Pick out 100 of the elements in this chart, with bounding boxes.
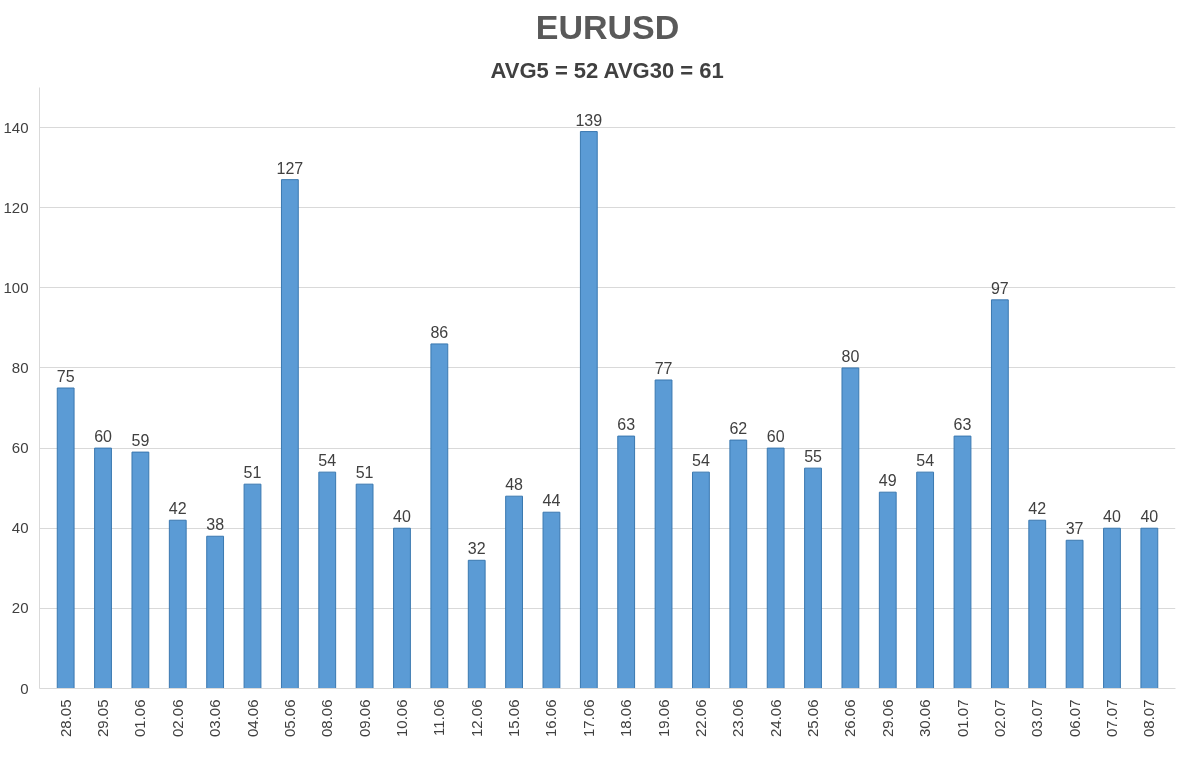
data-label: 51 (355, 464, 374, 482)
data-label: 59 (131, 432, 150, 450)
x-tick-label: 01.06 (131, 699, 149, 738)
bar (766, 447, 785, 689)
x-tick-label: 08.07 (1140, 699, 1158, 738)
bar (990, 299, 1009, 689)
x-tick-label: 04.06 (243, 699, 261, 738)
x-tick-label: 29.06 (878, 699, 896, 738)
x-tick-label: 06.07 (1065, 699, 1083, 738)
data-label: 42 (1028, 500, 1047, 518)
data-label: 62 (729, 420, 748, 438)
bar (1065, 539, 1084, 689)
data-label: 38 (206, 516, 225, 534)
data-label: 63 (617, 416, 636, 434)
x-tick-label: 05.06 (280, 699, 298, 738)
y-tick-label: 120 (3, 198, 29, 216)
bar (393, 527, 411, 689)
bar (94, 447, 112, 689)
x-tick-label: 03.06 (206, 699, 224, 738)
data-label: 54 (916, 452, 935, 470)
chart-title: EURUSD (535, 7, 680, 46)
y-tick-label: 140 (3, 118, 29, 136)
x-tick-label: 08.06 (318, 699, 336, 738)
data-label: 54 (318, 452, 337, 470)
data-label: 48 (505, 476, 524, 494)
data-label: 40 (393, 508, 411, 526)
bar (1103, 527, 1121, 689)
x-tick-label: 03.07 (1028, 699, 1046, 738)
x-tick-label: 23.06 (729, 699, 747, 738)
data-label: 75 (56, 368, 75, 385)
y-tick-label: 80 (11, 358, 29, 376)
bar (430, 343, 449, 689)
bar (355, 483, 374, 689)
data-label: 139 (575, 111, 603, 129)
bar (131, 451, 150, 689)
x-tick-label: 25.06 (804, 699, 822, 738)
bar (243, 483, 262, 689)
data-label: 51 (243, 464, 262, 482)
x-tick-label: 10.06 (392, 699, 410, 738)
x-tick-label: 07.07 (1102, 699, 1120, 738)
x-tick-label: 16.06 (542, 699, 560, 738)
x-tick-label: 19.06 (654, 699, 672, 738)
x-tick-label: 12.06 (467, 699, 485, 738)
bar (56, 387, 75, 689)
y-tick-label: 0 (20, 679, 29, 697)
bar (318, 471, 337, 689)
data-label: 86 (430, 323, 449, 341)
data-label: 63 (953, 416, 972, 434)
data-label: 60 (94, 428, 113, 446)
y-tick-label: 20 (11, 599, 29, 617)
bar (168, 519, 187, 689)
bar (916, 471, 935, 689)
y-tick-label: 40 (11, 519, 29, 537)
chart-subtitle: AVG5 = 52 AVG30 = 61 (490, 57, 724, 83)
x-tick-label: 02.07 (990, 699, 1008, 738)
data-label: 60 (766, 428, 785, 446)
bar (878, 491, 897, 689)
data-label: 127 (276, 159, 304, 177)
data-label: 40 (1140, 508, 1159, 526)
bar (617, 435, 636, 689)
y-tick-label: 100 (3, 278, 29, 296)
data-label: 32 (467, 540, 486, 558)
data-label: 80 (841, 347, 860, 365)
x-tick-label: 17.06 (579, 699, 597, 738)
x-tick-label: 18.06 (617, 699, 635, 738)
bar (1028, 519, 1047, 689)
data-label: 97 (990, 279, 1009, 297)
bar (1140, 527, 1159, 689)
bar (804, 467, 822, 689)
bar (280, 179, 299, 689)
data-label: 55 (804, 448, 823, 466)
x-tick-label: 28.05 (56, 699, 74, 738)
bar (841, 367, 860, 689)
x-tick-label: 30.06 (916, 699, 934, 738)
bar (953, 435, 972, 689)
data-label: 37 (1065, 520, 1084, 538)
bar (579, 131, 598, 689)
bar (654, 379, 673, 689)
data-label: 49 (878, 472, 897, 490)
y-tick-label: 60 (11, 439, 29, 457)
data-label: 40 (1103, 508, 1121, 526)
data-label: 42 (168, 500, 187, 518)
bar (692, 471, 710, 689)
x-tick-label: 02.06 (168, 699, 186, 738)
bar (505, 495, 523, 689)
data-label: 44 (542, 492, 561, 510)
x-tick-label: 24.06 (766, 699, 784, 738)
x-tick-label: 29.05 (94, 699, 112, 738)
bar (467, 559, 486, 689)
x-tick-label: 01.07 (953, 699, 971, 738)
x-tick-label: 09.06 (355, 699, 373, 738)
x-tick-label: 26.06 (841, 699, 859, 738)
x-tick-label: 22.06 (691, 699, 709, 738)
bar (729, 439, 748, 689)
x-tick-label: 11.06 (430, 699, 448, 736)
data-label: 77 (654, 359, 673, 377)
x-tick-label: 15.06 (505, 699, 523, 738)
data-label: 54 (692, 452, 710, 470)
bar (206, 535, 225, 689)
bar (542, 511, 561, 689)
